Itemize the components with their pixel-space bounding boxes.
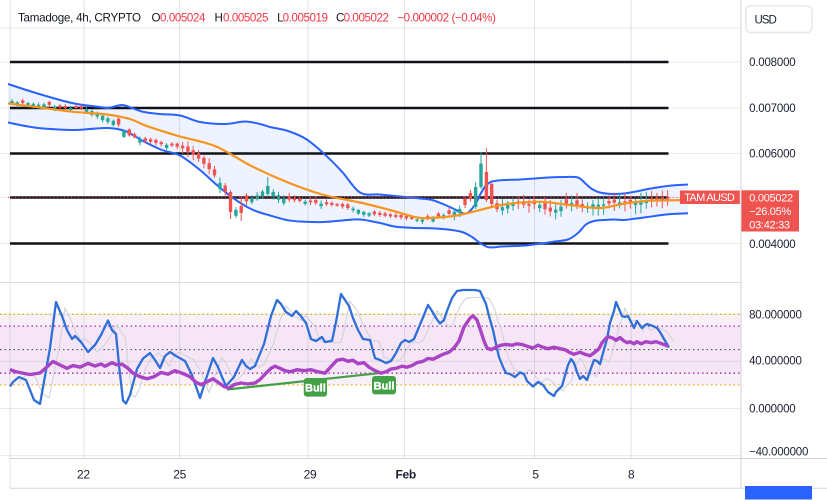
svg-text:0.006000: 0.006000 (749, 149, 795, 161)
svg-text:Bull: Bull (374, 380, 395, 392)
svg-text:80.000000: 80.000000 (749, 310, 802, 322)
svg-text:0.005022: 0.005022 (344, 12, 389, 25)
svg-text:8: 8 (628, 468, 635, 482)
svg-text:25: 25 (173, 468, 186, 482)
svg-text:−40.000000: −40.000000 (749, 447, 808, 459)
svg-text:0.005024: 0.005024 (160, 12, 206, 25)
svg-text:0.005022: 0.005022 (749, 192, 793, 204)
svg-text:Tamadoge, 4h, CRYPTO: Tamadoge, 4h, CRYPTO (18, 12, 141, 25)
svg-text:0.008000: 0.008000 (749, 57, 795, 69)
svg-text:−0.000002 (−0.04%): −0.000002 (−0.04%) (397, 12, 496, 25)
svg-text:0.004000: 0.004000 (749, 239, 795, 251)
svg-text:03:42:33: 03:42:33 (749, 220, 790, 232)
svg-text:−26.05%: −26.05% (749, 206, 791, 218)
svg-text:40.000000: 40.000000 (749, 356, 802, 368)
svg-text:22: 22 (77, 468, 90, 482)
svg-text:0.007000: 0.007000 (749, 103, 795, 115)
svg-text:L: L (277, 12, 284, 25)
svg-text:Bull: Bull (305, 383, 326, 395)
svg-text:5: 5 (532, 468, 539, 482)
svg-text:O: O (152, 12, 161, 25)
svg-text:0.000000: 0.000000 (749, 404, 795, 416)
svg-text:C: C (336, 12, 344, 25)
svg-text:0.005019: 0.005019 (283, 12, 328, 25)
svg-text:Feb: Feb (395, 468, 415, 482)
svg-text:0.005025: 0.005025 (223, 12, 268, 25)
svg-text:29: 29 (304, 468, 317, 482)
svg-text:H: H (215, 12, 223, 25)
svg-text:TAM AUSD: TAM AUSD (684, 192, 735, 204)
svg-text:USD: USD (755, 15, 777, 27)
